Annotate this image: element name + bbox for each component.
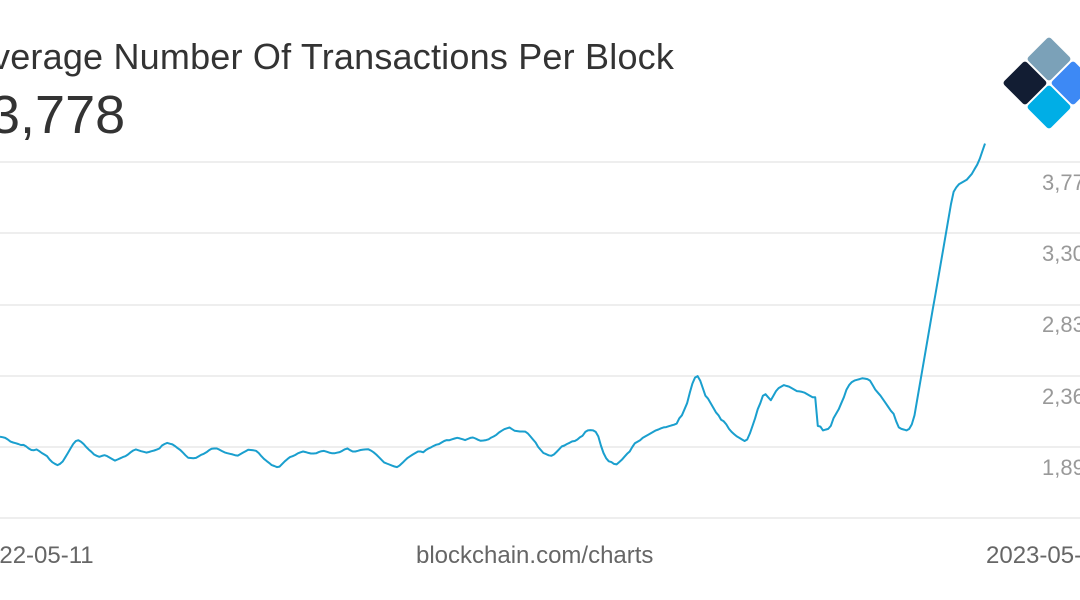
- x-axis-end-label: 2023-05-: [986, 542, 1080, 569]
- y-tick-label: 3,77: [1042, 170, 1080, 195]
- y-tick-label: 1,89: [1042, 455, 1080, 480]
- y-tick-label: 2,83: [1042, 312, 1080, 337]
- logo-tile-right: [1051, 61, 1080, 105]
- series-line: [0, 143, 986, 469]
- logo-tile-bottom: [1027, 85, 1071, 129]
- source-link[interactable]: blockchain.com/charts: [416, 542, 654, 569]
- blockchain-logo-icon: [1003, 37, 1080, 129]
- logo-tile-left: [1003, 61, 1047, 105]
- x-axis-start-label: 022-05-11: [0, 542, 94, 569]
- current-value: 3,778: [0, 85, 126, 145]
- data-series: [0, 143, 986, 469]
- y-tick-label: 3,30: [1042, 241, 1080, 266]
- logo-tile-top: [1027, 37, 1071, 81]
- y-axis-ticks: 3,77 3,30 2,83 2,36 1,89: [1042, 170, 1080, 480]
- y-tick-label: 2,36: [1042, 384, 1080, 409]
- gridlines: [0, 161, 1080, 519]
- chart-title: verage Number Of Transactions Per Block: [0, 36, 675, 77]
